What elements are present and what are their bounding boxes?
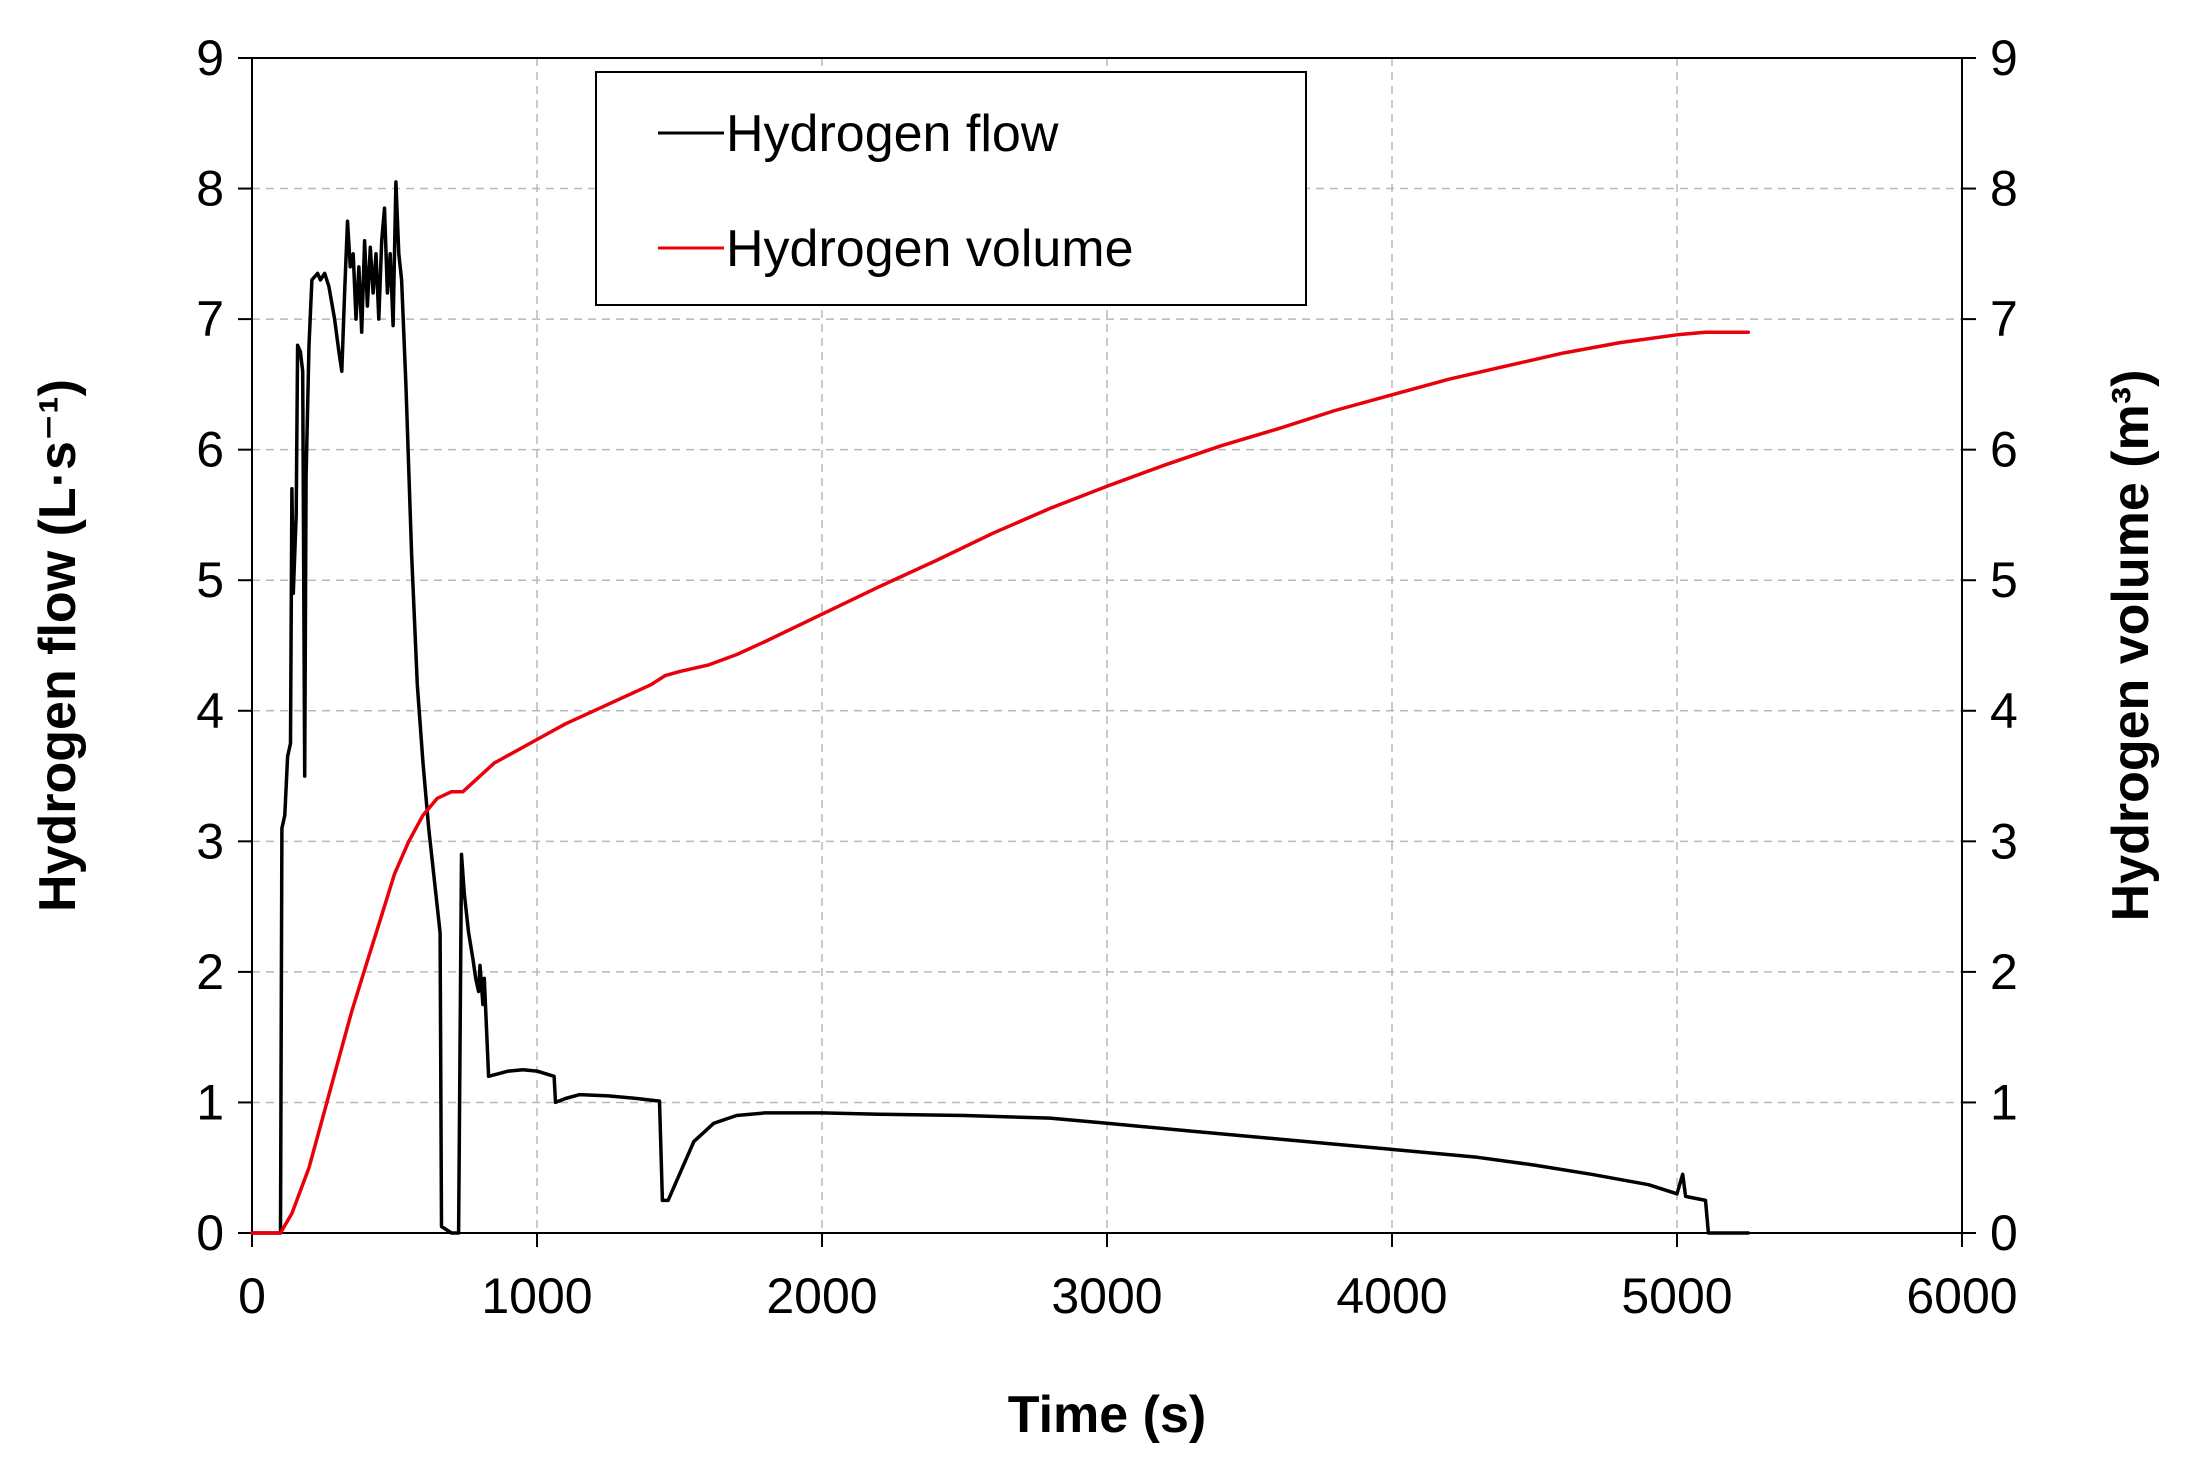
x-tick-label: 5000 — [1621, 1268, 1732, 1324]
legend-label-hydrogen-volume: Hydrogen volume — [726, 220, 1134, 278]
y-left-tick-label: 9 — [196, 30, 224, 86]
y-right-tick-label: 0 — [1990, 1205, 2018, 1261]
x-tick-label: 4000 — [1336, 1268, 1447, 1324]
y-right-tick-label: 1 — [1990, 1074, 2018, 1130]
y-left-tick-label: 0 — [196, 1205, 224, 1261]
y-axis-left-title: Hydrogen flow (L·s⁻¹) — [29, 379, 87, 912]
y-right-tick-label: 4 — [1990, 683, 2018, 739]
y-left-tick-label: 1 — [196, 1074, 224, 1130]
y-left-tick-label: 3 — [196, 813, 224, 869]
y-left-tick-label: 5 — [196, 552, 224, 608]
x-tick-label: 1000 — [481, 1268, 592, 1324]
series-layer — [250, 180, 1751, 1235]
series-line-hydrogen-flow — [250, 180, 1751, 1235]
series-line-hydrogen-volume — [250, 330, 1751, 1235]
x-tick-label: 2000 — [766, 1268, 877, 1324]
x-tick-label: 6000 — [1906, 1268, 2017, 1324]
ticks-layer: 0 1000 2000 3000 4000 5000 6000 0 1 2 3 4 5 6 7 8 9 0 1 2 3 4… — [196, 30, 2018, 1324]
y-right-tick-label: 9 — [1990, 30, 2018, 86]
x-tick-label: 3000 — [1051, 1268, 1162, 1324]
legend: Hydrogen flow Hydrogen volume — [595, 71, 1307, 306]
y-right-tick-label: 2 — [1990, 944, 2018, 1000]
y-right-tick-label: 7 — [1990, 291, 2018, 347]
y-right-tick-label: 5 — [1990, 552, 2018, 608]
y-right-tick-label: 3 — [1990, 813, 2018, 869]
y-left-tick-label: 6 — [196, 422, 224, 478]
y-left-tick-label: 2 — [196, 944, 224, 1000]
legend-box — [595, 71, 1307, 306]
x-tick-label: 0 — [238, 1268, 266, 1324]
y-right-tick-label: 8 — [1990, 161, 2018, 217]
y-left-tick-label: 7 — [196, 291, 224, 347]
y-right-tick-label: 6 — [1990, 422, 2018, 478]
y-left-tick-label: 8 — [196, 161, 224, 217]
y-left-tick-label: 4 — [196, 683, 224, 739]
x-axis-title: Time (s) — [1008, 1386, 1206, 1444]
legend-label-hydrogen-flow: Hydrogen flow — [726, 105, 1059, 163]
y-axis-right-title: Hydrogen volume (m³) — [2102, 370, 2160, 922]
